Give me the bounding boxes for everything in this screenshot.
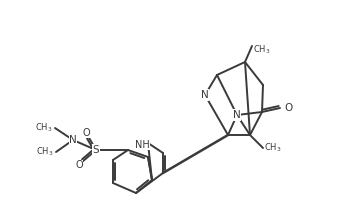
Text: O: O (75, 160, 83, 170)
Text: S: S (93, 145, 99, 155)
Text: N: N (69, 135, 77, 145)
Text: CH$_3$: CH$_3$ (253, 43, 270, 55)
Text: N: N (233, 110, 241, 120)
Text: CH$_3$: CH$_3$ (264, 142, 282, 154)
Text: N: N (201, 90, 209, 100)
Text: O: O (284, 103, 292, 113)
Text: O: O (82, 128, 90, 138)
Text: CH$_3$: CH$_3$ (37, 146, 54, 158)
Text: NH: NH (135, 140, 149, 150)
Text: CH$_3$: CH$_3$ (35, 122, 53, 134)
